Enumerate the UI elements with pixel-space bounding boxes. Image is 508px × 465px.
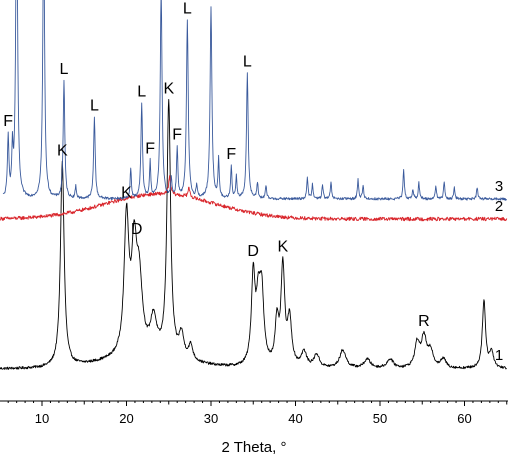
peak-label-l-3: L — [60, 61, 69, 78]
curve-number-1: 1 — [495, 347, 503, 364]
x-tick-label: 10 — [35, 411, 49, 426]
curve-number-2: 2 — [495, 198, 503, 215]
peak-label-k-13: K — [57, 143, 68, 160]
diffraction-curves — [0, 0, 508, 370]
x-tick-label: 30 — [204, 411, 218, 426]
x-axis: 10 20 30 40 50 60 2 Theta, ° — [0, 400, 508, 456]
x-axis-title: 2 Theta, ° — [222, 439, 287, 456]
series-3-line — [2, 0, 507, 201]
peak-label-l-4: L — [90, 98, 99, 115]
peak-label-f-0: F — [3, 113, 13, 130]
peak-labels: FLLLLLFLFLLFLKKDKDKR — [3, 0, 429, 330]
peak-label-k-16: K — [163, 80, 174, 97]
curve-number-3: 3 — [495, 178, 503, 195]
peak-label-f-6: F — [145, 140, 155, 157]
curve-number-labels: 1 2 3 — [495, 178, 503, 364]
x-tick-label: 50 — [373, 411, 387, 426]
x-tick-label: 40 — [288, 411, 302, 426]
peak-label-k-18: K — [277, 238, 288, 255]
peak-label-l-12: L — [243, 53, 252, 70]
peak-label-d-15: D — [131, 221, 143, 238]
peak-label-k-14: K — [121, 184, 132, 201]
peak-label-l-10: L — [207, 0, 216, 4]
peak-label-d-17: D — [247, 243, 259, 260]
series-1-line — [0, 98, 507, 370]
x-tick-label: 20 — [119, 411, 133, 426]
peak-label-l-9: L — [183, 1, 192, 18]
x-ticks: 10 20 30 40 50 60 — [7, 401, 508, 426]
peak-label-f-11: F — [226, 146, 236, 163]
x-tick-label: 60 — [457, 411, 471, 426]
peak-label-l-5: L — [137, 84, 146, 101]
series-2-line — [0, 175, 508, 222]
peak-label-f-8: F — [172, 126, 182, 143]
peak-label-r-19: R — [418, 313, 430, 330]
